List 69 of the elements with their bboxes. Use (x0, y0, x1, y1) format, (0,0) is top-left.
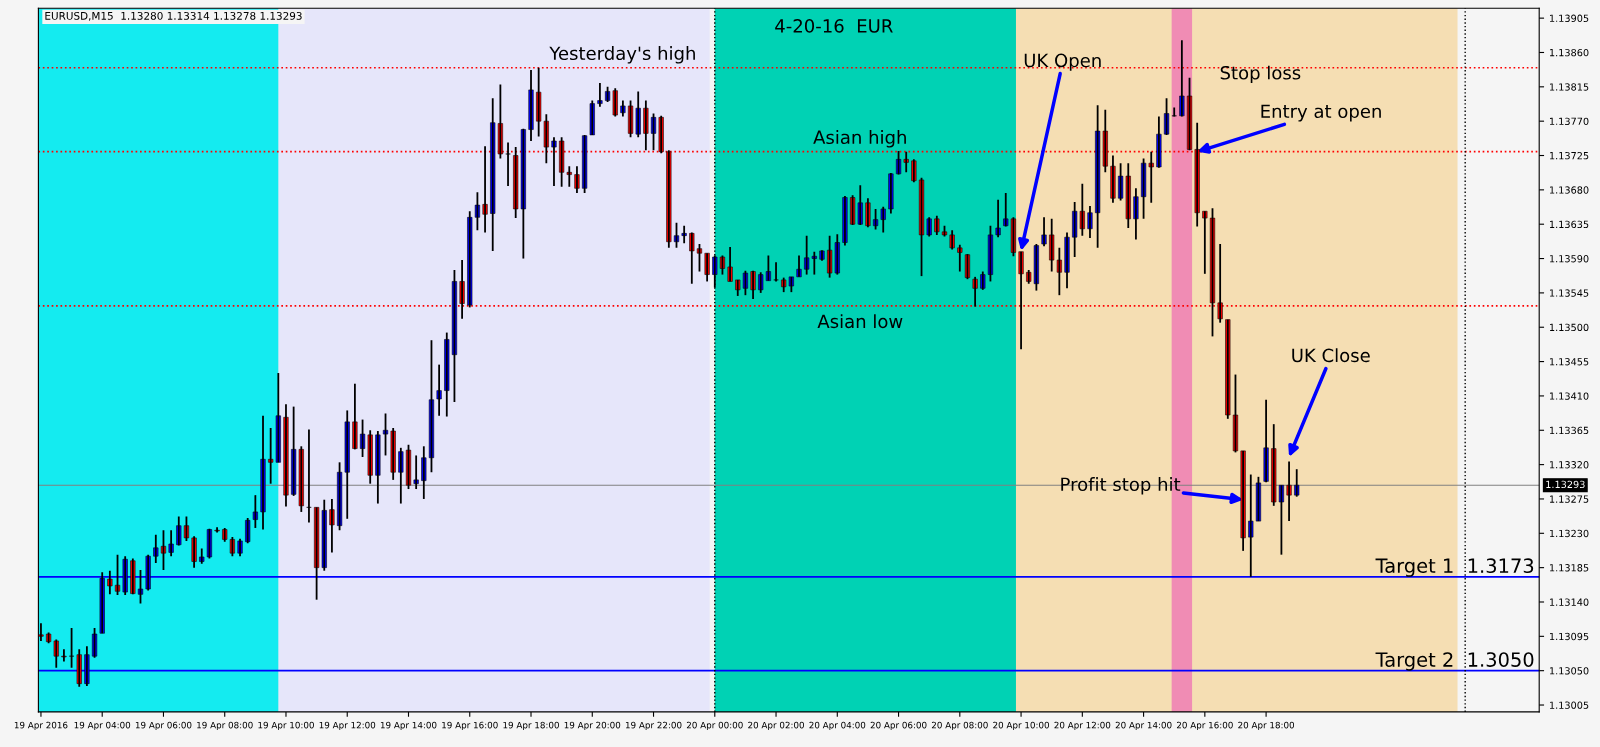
x-tick-label: 19 Apr 12:00 (319, 721, 376, 731)
x-tick-label: 20 Apr 00:00 (686, 721, 743, 731)
x-tick-label: 19 Apr 22:00 (625, 721, 682, 731)
x-tick-label: 20 Apr 18:00 (1238, 721, 1295, 731)
ref-line-label: Target 2 1.3050 (1375, 652, 1534, 671)
y-tick-label: 1.13590 (1549, 255, 1589, 263)
candlestick (382, 412, 389, 457)
x-tick-label: 19 Apr 06:00 (135, 721, 192, 731)
x-tick-label: 19 Apr 20:00 (564, 721, 621, 731)
x-tick-label: 19 Apr 08:00 (197, 721, 253, 731)
x-tick-label: 20 Apr 08:00 (931, 721, 988, 731)
annotation: Asian low (817, 314, 903, 329)
y-tick-label: 1.13770 (1549, 117, 1589, 125)
annotation: UK Open (1024, 53, 1101, 71)
y-tick-label: 1.13365 (1549, 426, 1589, 435)
candlestick (796, 254, 802, 278)
annotation: Stop loss (1220, 65, 1301, 84)
candlestick (413, 454, 419, 490)
candlestick (957, 243, 963, 273)
x-tick-label: 19 Apr 10:00 (258, 721, 314, 731)
candlestick (773, 261, 779, 283)
x-tick-label: 19 Apr 16:00 (442, 721, 498, 731)
y-tick-label: 1.13230 (1549, 529, 1589, 538)
x-tick-label: 20 Apr 12:00 (1054, 721, 1111, 731)
y-tick-label: 1.13905 (1549, 14, 1589, 22)
candlestick (1171, 106, 1177, 118)
y-tick-label: 1.13455 (1549, 358, 1589, 366)
y-tick-label: 1.13680 (1549, 186, 1589, 194)
candlestick (551, 136, 557, 187)
y-tick-label: 1.13500 (1549, 323, 1589, 332)
annotation: UK Close (1292, 348, 1370, 363)
y-tick-label: 1.13410 (1549, 392, 1589, 400)
candlestick (107, 569, 113, 596)
annotation: Entry at open (1261, 104, 1381, 122)
y-tick-label: 1.13725 (1549, 151, 1589, 160)
annotation: Profit stop hit (1061, 477, 1181, 495)
annotation: Yesterday's high (549, 46, 695, 64)
candlestick (61, 648, 67, 663)
x-tick-label: 20 Apr 14:00 (1115, 721, 1172, 731)
y-tick-label: 1.13635 (1549, 220, 1589, 229)
y-tick-label: 1.13185 (1549, 564, 1589, 572)
candlestick (214, 526, 220, 534)
candlestick (995, 198, 1001, 239)
y-tick-label: 1.13140 (1549, 598, 1589, 606)
y-tick-label: 1.13860 (1549, 48, 1589, 57)
x-tick-label: 20 Apr 10:00 (993, 721, 1050, 731)
y-tick-label: 1.13815 (1549, 83, 1589, 91)
candlestick (505, 141, 511, 187)
x-tick-label: 19 Apr 14:00 (380, 721, 437, 731)
x-tick-label: 20 Apr 16:00 (1176, 721, 1233, 731)
x-tick-label: 19 Apr 18:00 (503, 721, 559, 731)
x-tick-label: 20 Apr 06:00 (870, 721, 927, 731)
x-tick-label: 19 Apr 2016 (14, 721, 68, 731)
candlestick (696, 243, 703, 273)
annotation: Asian high (813, 130, 906, 148)
x-tick-label: 20 Apr 02:00 (748, 721, 804, 731)
y-tick-label: 1.13320 (1549, 461, 1589, 469)
y-tick-label: 1.13095 (1549, 632, 1589, 641)
y-tick-label: 1.13275 (1549, 495, 1589, 503)
ref-line-label: 1.13293 (1546, 480, 1585, 489)
y-tick-label: 1.13545 (1549, 289, 1589, 297)
ref-line-label: Target 1 1.3173 (1375, 558, 1534, 577)
chart-title: 4-20-16 EUR (775, 19, 893, 33)
y-tick-label: 1.13050 (1549, 667, 1589, 675)
x-tick-label: 19 Apr 04:00 (74, 721, 131, 731)
candlestick (306, 428, 312, 524)
x-tick-label: 20 Apr 04:00 (809, 721, 866, 731)
annotation: EURUSD,M15 1.13280 1.13314 1.13278 1.13293 (45, 11, 302, 21)
y-tick-label: 1.13005 (1549, 701, 1589, 709)
